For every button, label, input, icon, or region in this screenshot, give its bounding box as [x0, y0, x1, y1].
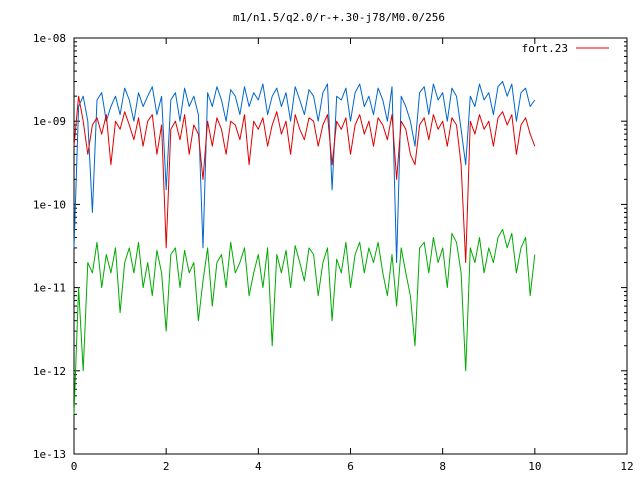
series-line	[73, 95, 536, 264]
series-line	[73, 81, 536, 264]
axes: 0 2 4 6 8 10 12 1e-13 1e-12 1e-11 1e-10 1e-09 1e-08	[33, 32, 634, 473]
y-tick-label: 1e-12	[33, 365, 66, 378]
x-tick-label: 2	[163, 460, 170, 473]
x-tick-label: 8	[439, 460, 446, 473]
legend-label: fort.23	[522, 42, 568, 55]
chart-title: m1/n1.5/q2.0/r-+.30-j78/M0.0/256	[233, 11, 445, 24]
x-tick-label: 10	[528, 460, 541, 473]
series-layer	[73, 81, 536, 415]
x-tick-label: 4	[255, 460, 262, 473]
y-tick-label: 1e-08	[33, 32, 66, 45]
legend: fort.23	[522, 42, 609, 55]
x-tick-label: 6	[347, 460, 354, 473]
x-tick-label: 0	[71, 460, 78, 473]
plot-frame	[73, 37, 628, 455]
y-tick-label: 1e-10	[33, 198, 66, 211]
y-tick-label: 1e-13	[33, 448, 66, 461]
y-tick-label: 1e-11	[33, 282, 66, 295]
y-tick-label: 1e-09	[33, 115, 66, 128]
x-tick-label: 12	[620, 460, 633, 473]
series-line	[73, 228, 536, 415]
